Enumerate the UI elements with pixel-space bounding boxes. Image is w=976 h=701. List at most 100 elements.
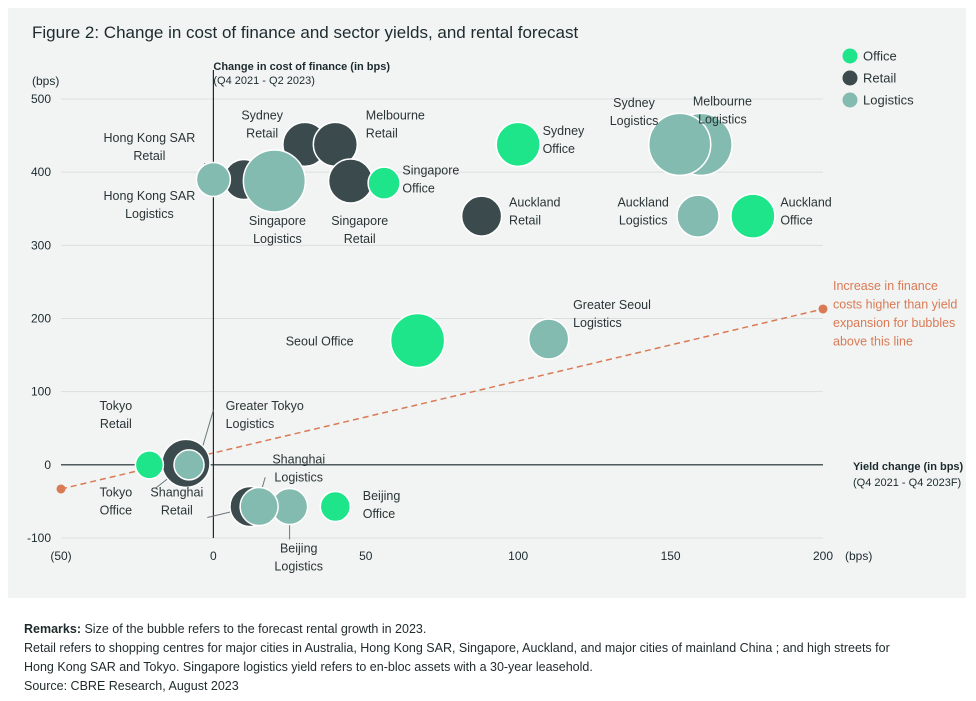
bubble-hong-kong-sar-logistics (195, 161, 232, 198)
x-tick-label: 150 (661, 549, 681, 563)
bubble-sydney-office (495, 121, 541, 168)
bubble-label-tokyo-office: Tokyo Office (100, 485, 133, 517)
bubble-auckland-retail (460, 195, 503, 237)
retail-definition-line: Retail refers to shopping centres for ma… (24, 641, 890, 655)
chart-panel: Figure 2: Change in cost of finance and … (8, 8, 966, 598)
bubble-singapore-retail (327, 158, 374, 204)
axis-titles: Change in cost of finance (in bps) (Q4 2… (32, 61, 964, 563)
bubble-label-line: Sydney (613, 96, 655, 110)
bubble-label-hong-kong-sar-retail: Hong Kong SAR Retail (104, 131, 196, 163)
bubble-sydney-logistics (647, 112, 712, 177)
bubble-label-line: Office (100, 503, 132, 517)
y-tick-label: 100 (31, 385, 51, 399)
bubble-label-tokyo-retail: Tokyo Retail (100, 399, 133, 431)
bubble-label-line: Retail (509, 214, 541, 228)
bubble-chart: Figure 2: Change in cost of finance and … (27, 23, 964, 574)
x-tick-label: (50) (50, 549, 71, 563)
bubble-label-line: Logistics (226, 417, 275, 431)
bubble-auckland-logistics (676, 194, 720, 238)
legend-swatch-logistics (842, 92, 858, 108)
remarks-text: Size of the bubble refers to the forecas… (80, 622, 427, 636)
bubble-label-shanghai-retail: Shanghai Retail (150, 485, 203, 517)
legend-label-office: Office (863, 49, 897, 64)
bubble-label-sydney-logistics: Sydney Logistics (610, 96, 659, 128)
x-axis-title: Yield change (in bps) (853, 461, 964, 473)
threshold-annotation-text: Increase in finance costs higher than yie… (833, 279, 957, 349)
bubble-label-line: Tokyo (100, 399, 133, 413)
bubble-label-line: Office (402, 181, 434, 195)
bubble-label-line: Melbourne (693, 95, 752, 109)
legend-label-logistics: Logistics (863, 93, 914, 108)
bubble-label-line: Singapore (249, 214, 306, 228)
y-tick-label: -100 (27, 531, 51, 545)
bubble-label-seoul-office: Seoul Office (286, 335, 354, 349)
y-tick-label: 500 (31, 92, 51, 106)
bubble-label-line: Shanghai (272, 452, 325, 466)
bubble-beijing-office (319, 490, 352, 523)
bubble-label-line: Retail (133, 149, 165, 163)
bubble-label-line: Retail (366, 126, 398, 140)
legend-swatch-retail (842, 70, 858, 86)
tick-labels: 500 400 300 200 100 0 -100 (50) 0 50 100 150 200 (27, 92, 833, 563)
bubble-label-auckland-logistics: Auckland Logistics (617, 196, 668, 228)
bubble-label-greater-seoul-logistics: Greater Seoul Logistics (573, 298, 651, 330)
bubble-label-line: Greater Seoul (573, 298, 651, 312)
bubble-label-line: Melbourne (366, 108, 425, 122)
bubble-label-beijing-logistics: Beijing Logistics (274, 542, 323, 574)
bubble-label-beijing-office: Beijing Office (363, 489, 401, 521)
bubble-label-line: Greater Tokyo (226, 399, 304, 413)
bubble-label-singapore-retail: Singapore Retail (331, 214, 388, 246)
bubble-greater-seoul-logistics (527, 318, 570, 360)
x-tick-label: 0 (210, 549, 217, 563)
legend-label-retail: Retail (863, 71, 896, 86)
bubble-label-auckland-office: Auckland Office (780, 196, 831, 228)
bubble-singapore-logistics (242, 149, 307, 213)
bubble-label-line: Beijing (363, 489, 401, 503)
bubble-label-line: Logistics (619, 214, 668, 228)
bubble-singapore-office (367, 166, 401, 200)
legend: Office Retail Logistics (842, 48, 914, 108)
bubble-label-line: Retail (100, 417, 132, 431)
bubble-label-line: Retail (246, 126, 278, 140)
bubble-label-line: Logistics (610, 114, 659, 128)
y-axis-unit: (bps) (32, 74, 59, 88)
bubble-labels: Hong Kong SAR Retail Sydney Retail Melbourne… (100, 95, 832, 574)
bubble-label-line: Logistics (274, 560, 323, 574)
bubble-label-hong-kong-sar-logistics: Hong Kong SAR Logistics (104, 189, 196, 221)
annotation-line: expansion for bubbles (833, 316, 955, 330)
logistics-definition-line: Hong Kong SAR and Tokyo. Singapore logis… (24, 660, 593, 674)
y-tick-label: 200 (31, 312, 51, 326)
bubble-label-line: Singapore (402, 163, 459, 177)
x-tick-label: 100 (508, 549, 528, 563)
bubble-label-line: Sydney (543, 124, 585, 138)
bubble-label-line: Logistics (573, 316, 622, 330)
chart-notes: Remarks: Size of the bubble refers to th… (24, 620, 954, 696)
bubble-auckland-office (730, 193, 776, 239)
bubble-label-line: Office (780, 214, 812, 228)
bubble-label-line: Shanghai (150, 485, 203, 499)
bubble-greater-tokyo-logistics (173, 449, 205, 481)
y-axis-title: Change in cost of finance (in bps) (213, 61, 390, 73)
bubble-shanghai-logistics (239, 486, 279, 527)
bubble-label-line: Auckland (617, 196, 668, 210)
bubble-label-sydney-office: Sydney Office (543, 124, 585, 156)
threshold-annotation: Increase in finance costs higher than yie… (833, 279, 957, 349)
bubble-label-melbourne-logistics: Melbourne Logistics (693, 95, 752, 127)
bubble-label-line: Office (363, 507, 395, 521)
source-line: Source: CBRE Research, August 2023 (24, 679, 239, 693)
bubble-label-line: Singapore (331, 214, 388, 228)
bubble-label-line: Tokyo (100, 485, 133, 499)
bubble-label-line: Sydney (241, 108, 283, 122)
legend-swatch-office (842, 48, 858, 64)
bubble-label-line: Hong Kong SAR (104, 131, 196, 145)
bubble-label-line: Logistics (125, 207, 174, 221)
x-axis-unit: (bps) (845, 549, 872, 563)
bubble-label-sydney-retail: Sydney Retail (241, 108, 283, 140)
bubble-label-line: Auckland (509, 196, 560, 210)
bubble-label-line: Retail (161, 503, 193, 517)
annotation-line: costs higher than yield (833, 298, 957, 312)
threshold-start-dot (56, 484, 66, 494)
x-axis-subtitle: (Q4 2021 - Q4 2023F) (853, 477, 961, 489)
bubble-label-line: Office (543, 142, 575, 156)
bubble-label-line: Auckland (780, 196, 831, 210)
